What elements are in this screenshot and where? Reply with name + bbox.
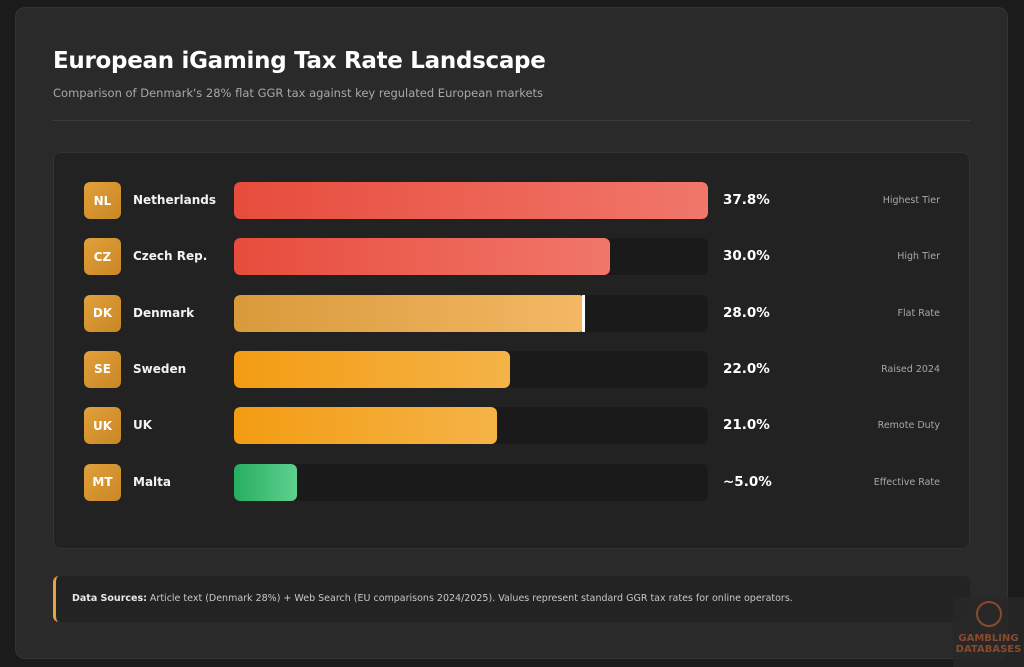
page-title: European iGaming Tax Rate Landscape (53, 48, 546, 74)
country-code-badge: NL (84, 182, 121, 219)
tier-note: High Tier (897, 251, 940, 263)
tier-note: Raised 2024 (881, 363, 940, 375)
bar-track (234, 182, 708, 219)
bar (234, 294, 586, 332)
country-label: Sweden (133, 361, 187, 376)
bar-track (234, 463, 708, 501)
bar-row: UK UK 21.0% Remote Duty (54, 407, 969, 445)
tier-note: Remote Duty (877, 420, 940, 432)
country-code-badge: DK (84, 294, 121, 332)
value-label: 30.0% (723, 248, 770, 265)
country-label: Netherlands (133, 193, 217, 207)
country-label: UK (133, 418, 153, 433)
watermark-logo: GAMBLING DATABASES (953, 597, 1024, 667)
tier-note: Effective Rate (873, 476, 940, 488)
highlight-marker (582, 294, 586, 332)
country-code-badge: SE (84, 350, 121, 388)
bar-row: DK Denmark 28.0% Flat Rate (54, 294, 969, 332)
country-label: Denmark (133, 305, 195, 320)
tier-note: Highest Tier (882, 195, 940, 206)
bar-row: CZ Czech Rep. 30.0% High Tier (54, 238, 969, 276)
bar-track (234, 350, 708, 388)
bar (234, 407, 498, 445)
chip-icon (975, 601, 1002, 627)
country-code-badge: CZ (84, 238, 121, 276)
sources-label: Data Sources: (72, 593, 147, 604)
bar (234, 182, 708, 219)
sources-text: Article text (Denmark 28%) + Web Search … (146, 593, 793, 604)
bar (234, 238, 611, 276)
bar-track (234, 407, 708, 445)
country-code-badge: MT (84, 463, 121, 501)
value-label: 28.0% (723, 304, 770, 321)
value-label: ~5.0% (723, 473, 772, 490)
tier-note: Flat Rate (897, 307, 940, 319)
bar-row: SE Sweden 22.0% Raised 2024 (54, 350, 969, 388)
country-code-badge: UK (84, 407, 121, 445)
bar-track (234, 238, 708, 276)
country-label: Malta (133, 474, 171, 489)
bar-row: MT Malta ~5.0% Effective Rate (54, 463, 969, 501)
divider (53, 120, 970, 121)
data-sources-note: Data Sources: Article text (Denmark 28%)… (53, 576, 970, 622)
bar-row: NL Netherlands 37.8% Highest Tier (54, 182, 969, 219)
value-label: 21.0% (723, 417, 770, 434)
country-label: Czech Rep. (133, 249, 208, 264)
chart-panel: NL Netherlands 37.8% Highest Tier CZ Czec… (53, 152, 970, 549)
bar (234, 350, 510, 388)
value-label: 22.0% (723, 360, 770, 377)
value-label: 37.8% (723, 192, 770, 208)
bar-track (234, 294, 708, 332)
page-subtitle: Comparison of Denmark's 28% flat GGR tax… (53, 86, 544, 100)
bar (234, 463, 297, 501)
